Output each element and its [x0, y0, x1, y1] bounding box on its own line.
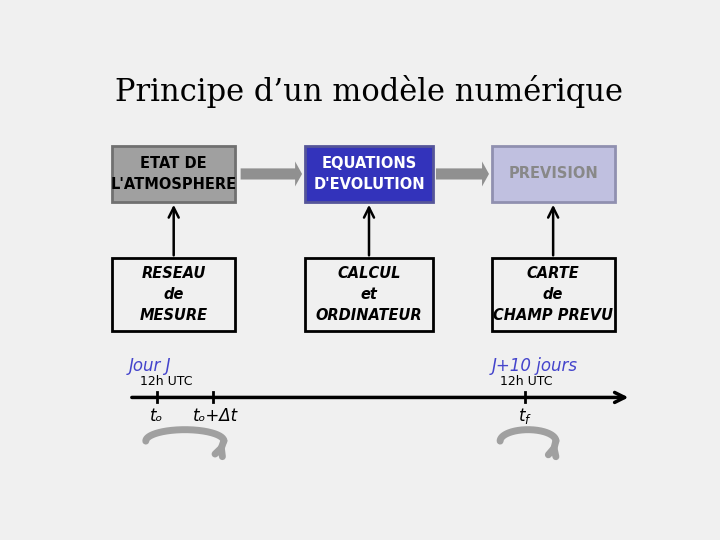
Text: CARTE
de
CHAMP PREVU: CARTE de CHAMP PREVU: [493, 266, 613, 323]
Text: CALCUL
et
ORDINATEUR: CALCUL et ORDINATEUR: [315, 266, 423, 323]
Text: tₒ+Δt: tₒ+Δt: [193, 407, 238, 425]
Text: 12h UTC: 12h UTC: [500, 375, 553, 388]
Text: ETAT DE
L'ATMOSPHERE: ETAT DE L'ATMOSPHERE: [111, 156, 237, 192]
FancyBboxPatch shape: [112, 146, 235, 202]
FancyBboxPatch shape: [492, 258, 615, 331]
FancyBboxPatch shape: [305, 146, 433, 202]
Text: 12h UTC: 12h UTC: [140, 375, 193, 388]
Text: EQUATIONS
D'EVOLUTION: EQUATIONS D'EVOLUTION: [313, 156, 425, 192]
FancyBboxPatch shape: [492, 146, 615, 202]
Text: PREVISION: PREVISION: [508, 166, 598, 181]
Text: tₒ: tₒ: [150, 407, 163, 425]
Text: RESEAU
de
MESURE: RESEAU de MESURE: [140, 266, 208, 323]
Text: Principe d’un modèle numérique: Principe d’un modèle numérique: [115, 75, 623, 109]
Text: J+10 jours: J+10 jours: [492, 357, 577, 375]
FancyBboxPatch shape: [112, 258, 235, 331]
FancyBboxPatch shape: [305, 258, 433, 331]
Text: Jour J: Jour J: [129, 357, 171, 375]
Text: $t_f$: $t_f$: [518, 406, 532, 426]
